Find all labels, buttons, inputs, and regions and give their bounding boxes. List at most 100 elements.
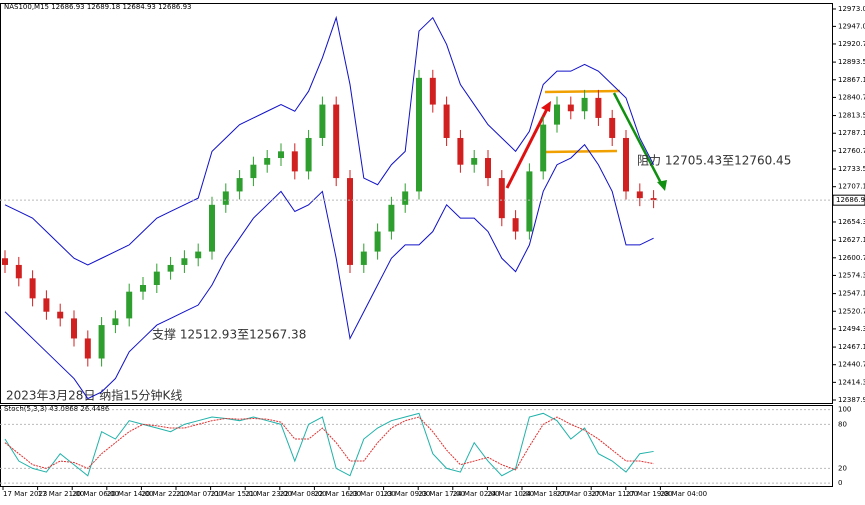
candle-body <box>98 325 105 359</box>
stoch-header: Stoch(5,3,3) 43.0868 26.4486 <box>4 405 110 413</box>
y-tick-label: 12867.10 <box>838 76 865 84</box>
annotation: 支撑 12512.93至12567.38 <box>152 327 306 342</box>
price-header: NAS100,M15 12686.93 12689.18 12684.93 12… <box>4 3 192 11</box>
x-tick-label: 21 Mar 07:00 <box>176 490 223 498</box>
y-tick-label: 12574.30 <box>838 271 865 279</box>
y-tick-label: 12414.30 <box>838 378 865 386</box>
candle-body <box>167 264 174 272</box>
candle-body <box>43 298 50 312</box>
x-tick-label: 21 Mar 23:00 <box>245 490 292 498</box>
candle-body <box>15 264 22 279</box>
y-tick-label: 12627.10 <box>838 236 865 244</box>
y-tick-label: 12387.90 <box>838 396 865 404</box>
price-box <box>832 194 865 206</box>
stoch-pane <box>0 405 833 487</box>
candle-body <box>540 124 547 172</box>
current-price: 12686.93 <box>836 196 865 204</box>
candle-body <box>374 231 381 252</box>
y-tick-label: 12654.30 <box>838 218 865 226</box>
y-tick-label: 12787.10 <box>838 129 865 137</box>
candle-body <box>567 104 574 112</box>
lower-band <box>4 143 654 400</box>
candle-body <box>623 137 629 192</box>
candle-body <box>347 178 353 265</box>
candle-body <box>140 284 146 292</box>
x-tick-label: 23 Mar 09:00 <box>384 490 431 498</box>
x-tick-label: 21 Mar 15:00 <box>211 490 258 498</box>
y-tick-label: 80 <box>838 420 847 428</box>
candle-body <box>195 251 202 259</box>
x-tick-label: 23 Mar 01:00 <box>349 490 396 498</box>
x-tick-label: 17 Mar 2023 <box>3 490 47 498</box>
candle-body <box>181 258 188 265</box>
candle-body <box>333 104 340 179</box>
candle-body <box>57 311 64 319</box>
candle-body <box>291 151 298 172</box>
candle-body <box>471 158 478 165</box>
y-tick-label: 12494.30 <box>838 325 865 333</box>
y-tick-label: 12440.70 <box>838 361 865 369</box>
price-pane <box>0 3 833 404</box>
down-arrow <box>612 92 664 186</box>
x-tick-label: 27 Mar 11:00 <box>591 490 638 498</box>
candle-body <box>443 104 450 138</box>
candle-body <box>236 178 243 192</box>
candle-body <box>457 137 464 165</box>
upper-band <box>4 15 655 266</box>
candle-body <box>512 218 519 232</box>
x-tick-label: 20 Mar 22:00 <box>141 490 188 498</box>
candle-body <box>250 164 257 179</box>
candle-body <box>126 291 133 319</box>
x-tick-label: 27 Mar 19:00 <box>626 490 673 498</box>
stoch-line <box>4 416 654 471</box>
candle-body <box>2 258 8 265</box>
candle-body <box>153 271 160 285</box>
candle-body <box>264 158 271 165</box>
x-tick-label: 28 Mar 04:00 <box>660 490 707 498</box>
candle-body <box>29 278 36 299</box>
candle-body <box>402 191 409 205</box>
candle-body <box>222 191 229 205</box>
y-tick-label: 12733.55 <box>838 165 865 173</box>
candle-body <box>595 97 602 118</box>
y-tick-label: 0 <box>838 479 842 487</box>
up-arrow <box>505 106 550 189</box>
y-tick-label: 12600.70 <box>838 254 865 262</box>
y-tick-label: 12467.10 <box>838 343 865 351</box>
arrow-head <box>541 101 551 112</box>
x-tick-label: 22 Mar 16:00 <box>314 490 361 498</box>
candle-body <box>609 117 616 138</box>
candle-body <box>429 77 436 105</box>
candle-body <box>112 318 119 326</box>
stoch-line <box>4 412 654 477</box>
resistance-line <box>544 89 621 94</box>
support-line <box>544 149 618 154</box>
x-tick-label: 27 Mar 03:00 <box>557 490 604 498</box>
arrow-head <box>657 180 667 191</box>
candle-body <box>388 204 395 232</box>
y-tick-label: 12760.70 <box>838 147 865 155</box>
y-tick-label: 12947.00 <box>838 22 865 30</box>
x-tick-label: 20 Mar 06:00 <box>72 490 119 498</box>
y-tick-label: 12920.70 <box>838 40 865 48</box>
y-tick-label: 12840.70 <box>838 93 865 101</box>
annotation: 阻力 12705.43至12760.45 <box>637 154 791 168</box>
candle-body <box>581 97 588 112</box>
x-tick-label: 24 Mar 02:00 <box>453 490 500 498</box>
y-tick-label: 100 <box>838 406 851 414</box>
candle-body <box>319 104 326 138</box>
y-tick-label: 12547.10 <box>838 290 865 298</box>
candle-body <box>650 198 657 201</box>
x-tick-label: 23 Mar 17:00 <box>418 490 465 498</box>
candle-body <box>636 191 643 199</box>
x-tick-label: 24 Mar 18:00 <box>522 490 569 498</box>
drawings <box>505 89 667 191</box>
candle-body <box>305 137 312 172</box>
candle-body <box>554 104 560 125</box>
x-tick-label: 22 Mar 08:00 <box>280 490 327 498</box>
y-tick-label: 12520.70 <box>838 307 865 315</box>
candle-body <box>526 171 533 232</box>
y-tick-label: 12707.10 <box>838 183 865 191</box>
candle-body <box>360 251 367 265</box>
